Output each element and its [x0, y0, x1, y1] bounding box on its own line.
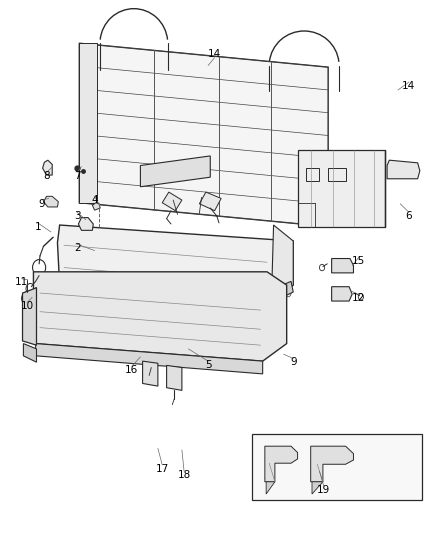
Polygon shape — [311, 446, 353, 482]
Text: 14: 14 — [208, 49, 221, 59]
Text: 1: 1 — [35, 222, 41, 232]
Text: 3: 3 — [74, 211, 81, 221]
Text: 14: 14 — [402, 81, 416, 91]
Text: 19: 19 — [317, 485, 330, 495]
Polygon shape — [78, 217, 93, 230]
Polygon shape — [265, 446, 297, 482]
Text: 10: 10 — [20, 301, 33, 311]
Text: 6: 6 — [406, 211, 412, 221]
Polygon shape — [272, 225, 293, 301]
Polygon shape — [266, 482, 275, 494]
Text: 11: 11 — [15, 278, 28, 287]
Text: 12: 12 — [352, 293, 365, 303]
Polygon shape — [79, 43, 97, 203]
Polygon shape — [23, 344, 36, 362]
Text: 16: 16 — [125, 365, 138, 375]
Polygon shape — [166, 366, 182, 390]
Polygon shape — [312, 482, 323, 494]
Text: 17: 17 — [155, 464, 169, 473]
Polygon shape — [79, 43, 328, 227]
Text: 5: 5 — [205, 360, 212, 370]
Text: 9: 9 — [39, 199, 46, 209]
Polygon shape — [42, 160, 52, 175]
Text: 4: 4 — [91, 195, 98, 205]
Polygon shape — [143, 361, 158, 386]
Polygon shape — [35, 344, 263, 374]
Polygon shape — [22, 288, 36, 345]
Text: 15: 15 — [352, 256, 365, 266]
Polygon shape — [43, 196, 58, 207]
Polygon shape — [276, 281, 293, 298]
Text: 8: 8 — [43, 171, 50, 181]
Polygon shape — [33, 272, 287, 361]
Polygon shape — [332, 259, 353, 273]
Polygon shape — [252, 434, 422, 500]
Polygon shape — [60, 285, 272, 312]
Polygon shape — [141, 156, 210, 187]
Polygon shape — [92, 203, 100, 210]
Polygon shape — [297, 150, 385, 227]
Polygon shape — [332, 287, 352, 301]
Text: 2: 2 — [74, 243, 81, 253]
Polygon shape — [199, 192, 221, 211]
Polygon shape — [162, 192, 182, 211]
Polygon shape — [57, 225, 293, 301]
Polygon shape — [387, 160, 420, 179]
Text: 7: 7 — [74, 171, 81, 181]
Text: 9: 9 — [290, 357, 297, 367]
Text: 18: 18 — [177, 470, 191, 480]
